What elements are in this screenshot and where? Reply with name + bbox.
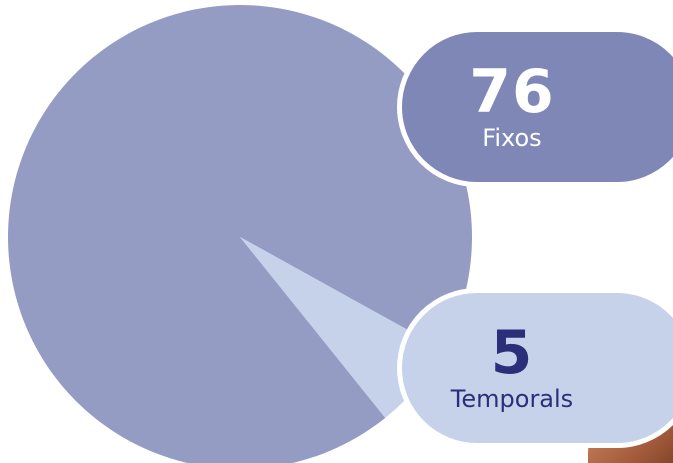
fixos-label-bubble: 76 Fixos	[397, 27, 673, 187]
temporals-label: Temporals	[450, 385, 574, 413]
pie-slice-fixos	[8, 4, 472, 463]
temporals-value: 5	[490, 318, 534, 388]
temporals-label-bubble: 5 Temporals	[397, 288, 673, 448]
pie-slice-temporals	[240, 237, 443, 418]
fixos-label: Fixos	[482, 124, 542, 152]
fixos-value: 76	[469, 57, 555, 127]
